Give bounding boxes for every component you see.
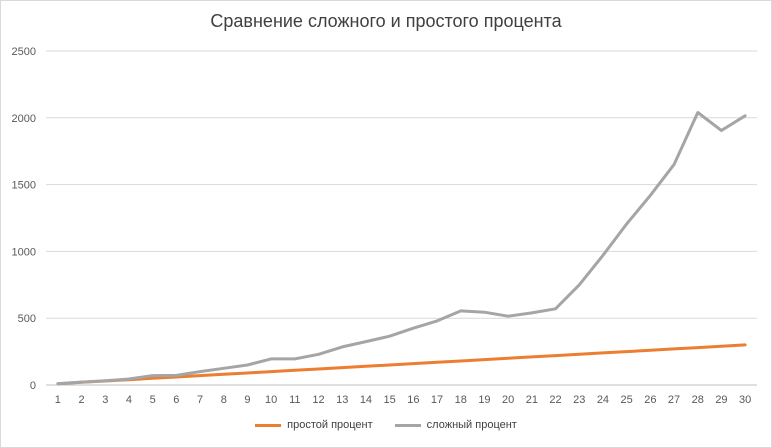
x-tick-label: 10 <box>265 394 277 406</box>
x-tick-label: 11 <box>289 394 300 406</box>
x-tick-label: 12 <box>312 394 324 406</box>
x-tick-label: 26 <box>644 394 656 406</box>
legend: простой процент сложный процент <box>1 419 771 431</box>
chart-title: Сравнение сложного и простого процента <box>210 11 562 31</box>
x-tick-label: 20 <box>502 394 514 406</box>
y-tick-label: 2000 <box>12 113 36 125</box>
y-tick-label: 500 <box>18 313 36 325</box>
x-tick-label: 5 <box>150 394 156 406</box>
gridlines <box>46 50 757 319</box>
x-tick-label: 2 <box>78 394 84 406</box>
x-tick-label: 19 <box>478 394 490 406</box>
legend-swatch-compound <box>394 423 421 427</box>
x-tick-label: 6 <box>173 394 179 406</box>
legend-label-simple: простой процент <box>287 419 373 431</box>
legend-item-simple: простой процент <box>255 419 373 431</box>
x-tick-label: 22 <box>549 394 561 406</box>
x-tick-label: 23 <box>573 394 585 406</box>
x-tick-label: 30 <box>739 394 751 406</box>
x-tick-label: 14 <box>360 394 372 406</box>
y-tick-label: 2500 <box>12 46 36 58</box>
series-line-simple <box>56 343 747 386</box>
x-tick-label: 17 <box>431 394 443 406</box>
x-tick-label: 27 <box>668 394 680 406</box>
x-tick-label: 8 <box>221 394 227 406</box>
x-tick-label: 15 <box>384 394 396 406</box>
y-tick-label: 1000 <box>12 246 36 258</box>
x-tick-label: 9 <box>244 394 250 406</box>
x-tick-label: 24 <box>597 394 609 406</box>
x-tick-label: 28 <box>692 394 704 406</box>
x-tick-label: 25 <box>621 394 633 406</box>
series-line-compound <box>56 111 747 386</box>
x-tick-label: 4 <box>126 394 132 406</box>
y-tick-label: 1500 <box>12 180 36 192</box>
x-tick-label: 29 <box>715 394 727 406</box>
x-tick-label: 21 <box>526 394 538 406</box>
legend-item-compound: сложный процент <box>394 419 517 431</box>
x-tick-label: 7 <box>197 394 203 406</box>
legend-swatch-simple <box>255 423 282 427</box>
legend-label-compound: сложный процент <box>426 419 517 431</box>
x-tick-label: 3 <box>102 394 108 406</box>
series-lines <box>56 111 747 386</box>
x-tick-label: 1 <box>55 394 61 406</box>
x-tick-label: 18 <box>455 394 467 406</box>
y-tick-label: 0 <box>30 380 36 392</box>
x-tick-label: 16 <box>407 394 419 406</box>
x-tick-label: 13 <box>336 394 348 406</box>
